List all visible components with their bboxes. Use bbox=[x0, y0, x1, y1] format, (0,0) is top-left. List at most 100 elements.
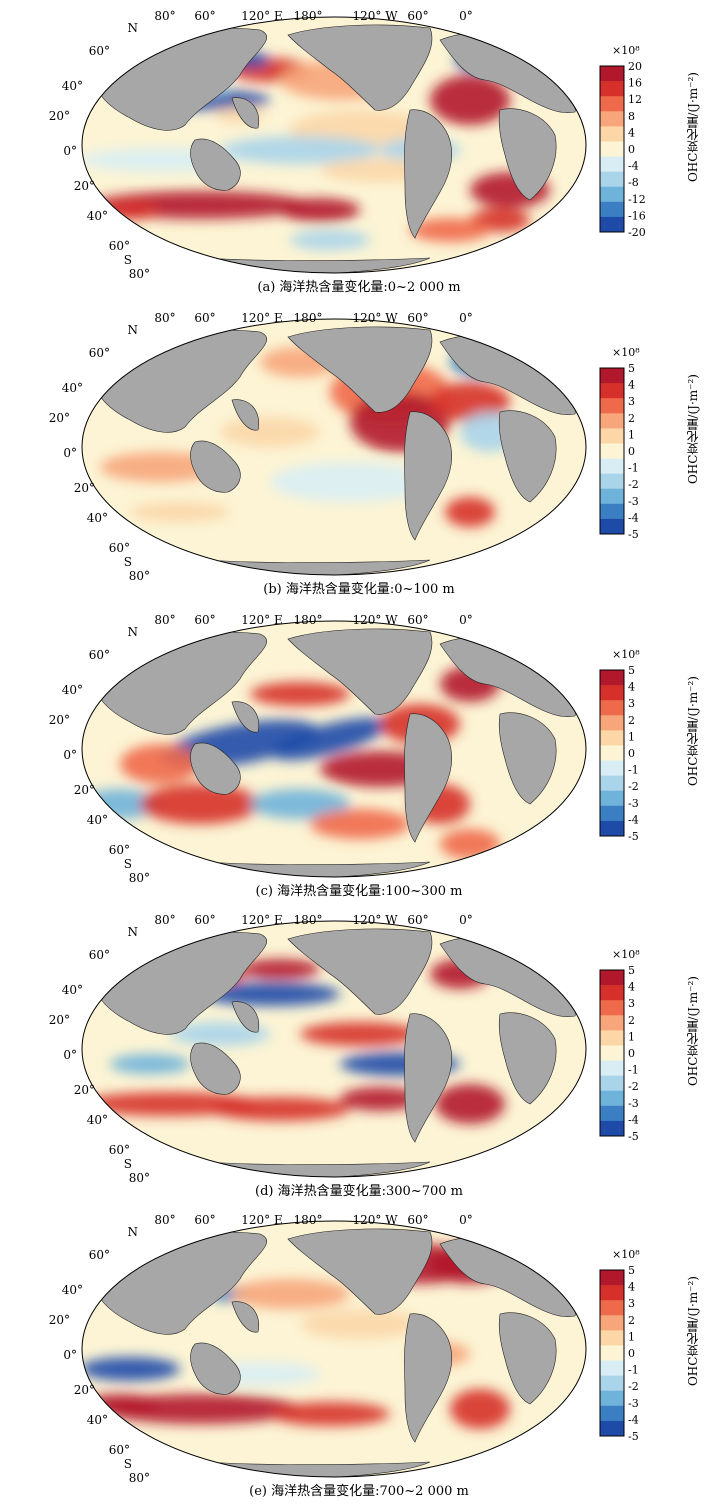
colorbar-swatch bbox=[600, 700, 624, 716]
colorbar-swatch bbox=[600, 503, 624, 520]
colorbar-swatch bbox=[600, 745, 624, 762]
latitude-label: 40° bbox=[62, 983, 83, 997]
landmass bbox=[190, 742, 241, 795]
colorbar-swatch bbox=[600, 1000, 624, 1016]
colorbar-tick-label: 4 bbox=[628, 981, 635, 994]
latitude-label: S bbox=[124, 1157, 132, 1171]
ohc-anomaly-blob bbox=[270, 462, 430, 502]
map-panel-c: 80° 60° 120° E 180° 120° W 60° 0° N 60° 40° 20° 0° 2… bbox=[0, 604, 718, 904]
colorbar-tick-label: 20 bbox=[628, 60, 642, 73]
longitude-label: 0° bbox=[459, 613, 473, 627]
colorbar-tick-label: -3 bbox=[628, 1397, 639, 1410]
longitude-label: 80° bbox=[154, 311, 175, 325]
colorbar-swatch bbox=[600, 1345, 624, 1362]
map-frame bbox=[81, 1220, 587, 1478]
latitude-label: 80° bbox=[129, 1471, 150, 1485]
colorbar-swatch bbox=[600, 730, 624, 746]
landmass bbox=[498, 1312, 557, 1405]
colorbar-tick-label: 1 bbox=[628, 730, 635, 743]
colorbar-tick-label: 0 bbox=[628, 1047, 635, 1060]
colorbar-tick-label: -4 bbox=[628, 160, 639, 173]
colorbar-tick-label: 1 bbox=[628, 1030, 635, 1043]
ohc-anomaly-blob bbox=[170, 1022, 270, 1046]
colorbar-label: OHC变化量/(J·m⁻²) bbox=[686, 72, 700, 183]
ohc-anomaly-blob bbox=[270, 1402, 390, 1426]
longitude-label: 60° bbox=[407, 311, 428, 325]
latitude-label: 20° bbox=[49, 1013, 70, 1027]
colorbar-tick-label: -16 bbox=[628, 209, 646, 222]
latitude-label: 0° bbox=[63, 1048, 77, 1062]
colorbar-tick-label: -1 bbox=[628, 764, 639, 777]
latitude-label: S bbox=[124, 1457, 132, 1471]
colorbar-swatch bbox=[600, 1015, 624, 1031]
colorbar-swatch bbox=[600, 156, 624, 173]
colorbar-frame bbox=[599, 367, 625, 535]
longitude-label: 120° E bbox=[241, 913, 282, 927]
landmass bbox=[404, 109, 453, 239]
colorbar-swatch bbox=[600, 428, 624, 444]
latitude-label: 0° bbox=[63, 1348, 77, 1362]
longitude-label: 80° bbox=[154, 1213, 175, 1227]
colorbar-swatch bbox=[600, 186, 624, 203]
latitude-label: 80° bbox=[129, 569, 150, 583]
longitude-label: 60° bbox=[194, 1213, 215, 1227]
latitude-label: 20° bbox=[49, 109, 70, 123]
colorbar-swatch bbox=[600, 66, 624, 82]
ohc-anomaly-blob bbox=[310, 809, 410, 839]
colorbar-swatch bbox=[600, 473, 624, 490]
longitude-label: 180° bbox=[294, 1213, 323, 1227]
panel-caption: (b) 海洋热含量变化量:0~100 m bbox=[263, 582, 455, 597]
map-panel-a: 80° 60° 120° E 180° 120° W 60° 0° N 60° 40° 20° 0° 2… bbox=[0, 0, 718, 300]
longitude-label: 180° bbox=[294, 913, 323, 927]
longitude-label: 0° bbox=[459, 9, 473, 23]
landmass bbox=[404, 411, 453, 541]
latitude-label: S bbox=[124, 857, 132, 871]
latitude-label: 60° bbox=[89, 1248, 110, 1262]
colorbar-swatch bbox=[600, 368, 624, 384]
colorbar-swatch bbox=[600, 760, 624, 777]
colorbar-swatch bbox=[600, 1090, 624, 1107]
latitude-label: 40° bbox=[62, 683, 83, 697]
colorbar-frame bbox=[599, 669, 625, 837]
map-frame bbox=[81, 920, 587, 1178]
map-frame bbox=[81, 620, 587, 878]
latitude-label: 0° bbox=[63, 144, 77, 158]
colorbar-tick-label: -8 bbox=[628, 176, 639, 189]
colorbar-multiplier: ×10⁸ bbox=[612, 1248, 640, 1261]
colorbar-tick-label: 3 bbox=[628, 1297, 635, 1310]
colorbar-tick-label: 0 bbox=[628, 1347, 635, 1360]
latitude-label: 0° bbox=[63, 748, 77, 762]
ocean-field bbox=[82, 17, 586, 273]
longitude-label: 60° bbox=[194, 311, 215, 325]
longitude-label: 0° bbox=[459, 311, 473, 325]
landmass bbox=[498, 108, 557, 201]
colorbar-swatch bbox=[600, 1420, 624, 1437]
colorbar-swatch bbox=[600, 488, 624, 505]
latitude-label: S bbox=[124, 555, 132, 569]
colorbar-tick-label: 5 bbox=[628, 964, 635, 977]
latitude-label: S bbox=[124, 253, 132, 267]
landmass bbox=[231, 97, 260, 129]
colorbar-tick-label: -2 bbox=[628, 1380, 639, 1393]
map-frame bbox=[81, 16, 587, 274]
colorbar-swatch bbox=[600, 1030, 624, 1046]
landmass bbox=[287, 628, 433, 715]
map-panel-b: 80° 60° 120° E 180° 120° W 60° 0° N 60° 40° 20° 0° 2… bbox=[0, 302, 718, 602]
map-svg-d: 80° 60° 120° E 180° 120° W 60° 0°N60°40°20°0°2… bbox=[49, 913, 639, 1185]
colorbar-swatch bbox=[600, 413, 624, 429]
colorbar-swatch bbox=[600, 970, 624, 986]
latitude-label: 60° bbox=[109, 1443, 130, 1457]
longitude-label: 120° W bbox=[352, 9, 398, 23]
ohc-anomaly-blob bbox=[230, 1279, 350, 1309]
colorbar-swatch bbox=[600, 1330, 624, 1346]
colorbar-tick-label: 0 bbox=[628, 445, 635, 458]
colorbar-swatch bbox=[600, 458, 624, 475]
latitude-label: 60° bbox=[109, 239, 130, 253]
colorbar-tick-label: -3 bbox=[628, 797, 639, 810]
panel-caption: (c) 海洋热含量变化量:100~300 m bbox=[255, 884, 463, 899]
ohc-anomaly-blob bbox=[220, 136, 380, 164]
latitude-label: 40° bbox=[87, 1413, 108, 1427]
latitude-label: 60° bbox=[89, 948, 110, 962]
ocean-field bbox=[82, 319, 586, 575]
map-svg-b: 80° 60° 120° E 180° 120° W 60° 0°N60°40°20°0°2… bbox=[49, 311, 639, 583]
